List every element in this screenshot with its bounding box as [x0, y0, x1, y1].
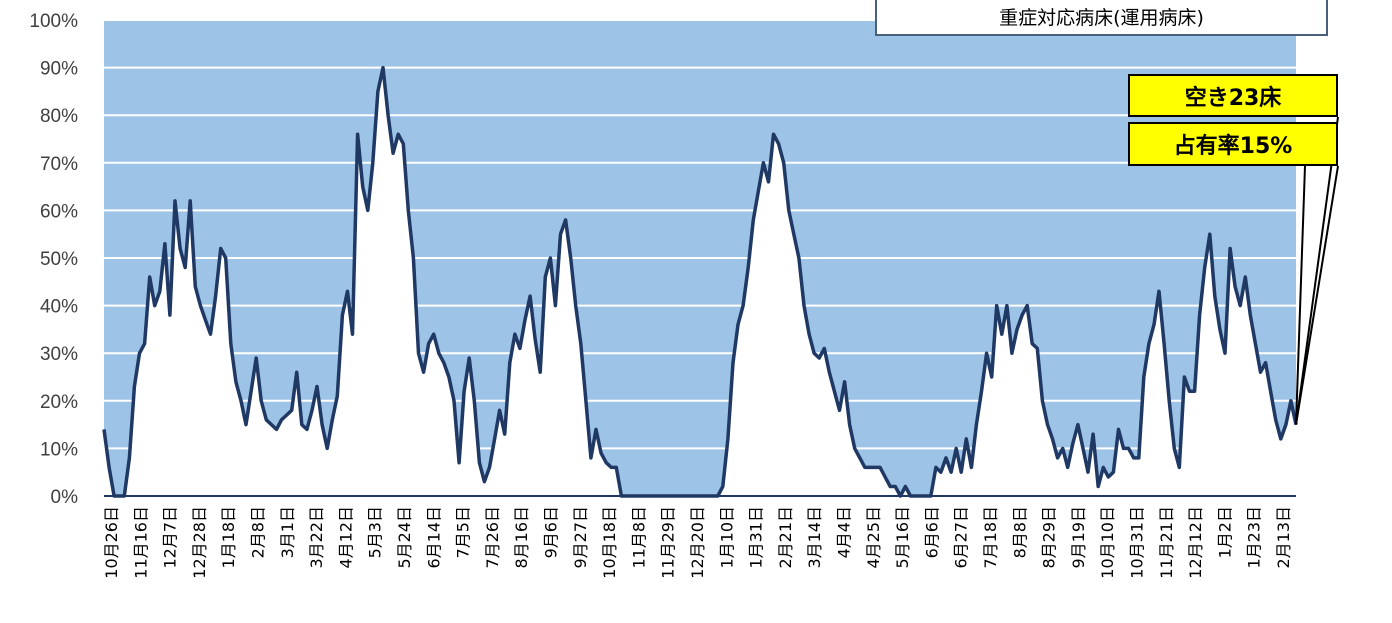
x-tick-label: 1月18日 — [219, 506, 238, 569]
x-tick-label: 10月18日 — [600, 506, 619, 579]
leader-line — [1295, 165, 1306, 425]
x-tick-label: 1月2日 — [1215, 506, 1234, 558]
x-tick-label: 2月21日 — [776, 506, 795, 569]
x-tick-label: 11月21日 — [1157, 506, 1176, 579]
y-tick-label: 30% — [40, 344, 78, 365]
x-tick-label: 11月8日 — [629, 506, 648, 569]
x-tick-label: 1月23日 — [1245, 506, 1264, 569]
y-tick-label: 70% — [40, 154, 78, 175]
x-tick-label: 5月16日 — [893, 506, 912, 569]
y-tick-label: 40% — [40, 297, 78, 318]
x-tick-label: 1月10日 — [717, 506, 736, 569]
x-tick-label: 11月29日 — [659, 506, 678, 579]
x-tick-label: 12月7日 — [161, 506, 180, 569]
x-tick-label: 9月19日 — [1069, 506, 1088, 569]
chart-title: 重症対応病床(運用病床) — [875, 0, 1328, 36]
y-tick-label: 20% — [40, 392, 78, 413]
x-axis: 10月26日 11月16日 12月7日 12月28日 1月18日 2月8日 3月1日 3月22… — [102, 495, 1296, 579]
x-tick-label: 2月8日 — [249, 506, 268, 558]
x-tick-label: 3月14日 — [805, 506, 824, 569]
x-tick-label: 10月26日 — [102, 506, 121, 579]
leader-line — [1295, 165, 1339, 425]
vacant-beds-callout: 空き23床 — [1128, 74, 1338, 117]
x-tick-label: 9月27日 — [571, 506, 590, 569]
x-tick-label: 12月20日 — [688, 506, 707, 579]
x-tick-label: 5月24日 — [395, 506, 414, 569]
x-tick-label: 6月27日 — [952, 506, 971, 569]
x-tick-label: 2月13日 — [1274, 506, 1293, 569]
x-tick-label: 8月16日 — [512, 506, 531, 569]
x-tick-label: 4月25日 — [864, 506, 883, 569]
y-tick-label: 80% — [40, 106, 78, 127]
x-tick-label: 4月12日 — [336, 506, 355, 569]
x-tick-label: 10月31日 — [1128, 506, 1147, 579]
y-tick-label: 50% — [40, 249, 78, 270]
x-tick-label: 10月10日 — [1098, 506, 1117, 579]
y-tick-label: 100% — [29, 11, 78, 32]
x-tick-label: 6月14日 — [424, 506, 443, 569]
callout-leader-lines — [1295, 116, 1339, 425]
x-tick-label: 4月4日 — [835, 506, 854, 558]
x-tick-label: 11月16日 — [131, 506, 150, 579]
x-tick-label: 3月22日 — [307, 506, 326, 569]
x-tick-label: 5月3日 — [366, 506, 385, 558]
y-tick-label: 90% — [40, 59, 78, 80]
leader-line — [1295, 116, 1339, 425]
x-tick-label: 9月6日 — [542, 506, 561, 558]
occupancy-rate-callout: 占有率15% — [1128, 122, 1338, 166]
y-tick-label: 10% — [40, 439, 78, 460]
x-tick-label: 12月28日 — [190, 506, 209, 579]
y-tick-label: 0% — [51, 487, 79, 508]
x-tick-label: 8月8日 — [1010, 506, 1029, 558]
x-tick-label: 6月6日 — [922, 506, 941, 558]
x-tick-label: 8月29日 — [1040, 506, 1059, 569]
x-tick-label: 7月26日 — [483, 506, 502, 569]
x-tick-label: 1月31日 — [747, 506, 766, 569]
x-tick-label: 7月18日 — [981, 506, 1000, 569]
y-tick-label: 60% — [40, 201, 78, 222]
y-axis: 0% 10% 20% 30% 40% 50% 60% 70% 80% 90% 100% — [29, 11, 78, 508]
series-area-fill — [104, 67, 1296, 496]
x-tick-label: 7月5日 — [454, 506, 473, 558]
x-tick-label: 3月1日 — [278, 506, 297, 558]
x-tick-label: 12月12日 — [1186, 506, 1205, 579]
